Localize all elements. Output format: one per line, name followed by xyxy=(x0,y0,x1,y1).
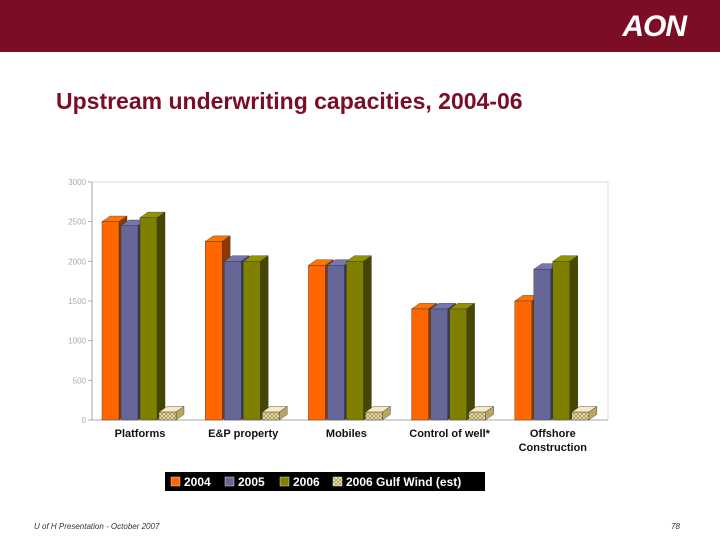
header-bar: AON xyxy=(0,0,720,52)
bar-2006 xyxy=(552,255,579,421)
slide-title: Upstream underwriting capacities, 2004-0… xyxy=(56,88,523,114)
bar-front-face xyxy=(552,261,570,421)
aon-logo: AON xyxy=(622,10,687,43)
bar-front-face xyxy=(101,221,120,421)
bar-front-face xyxy=(242,261,261,421)
legend-box xyxy=(165,472,485,491)
bar-front-face xyxy=(204,241,223,421)
category-label: Offshore xyxy=(530,428,576,440)
bar-front-face xyxy=(327,265,345,421)
category-label: Control of well* xyxy=(409,428,490,440)
bar-front-face xyxy=(411,308,429,421)
category-label: Construction xyxy=(519,442,588,454)
legend-swatch xyxy=(170,476,181,487)
bar-side-face xyxy=(363,255,372,421)
bar-front-face xyxy=(139,217,158,421)
bar-front-face xyxy=(308,265,326,421)
capacity-bar-chart: 0 500 1000 1500 2000 2500 3000 Platforms E&P pr… xyxy=(68,178,609,491)
bar-2006 xyxy=(448,302,476,421)
bar-front-face xyxy=(468,411,486,421)
legend-label: 2006 xyxy=(293,475,320,489)
bar-side-face xyxy=(466,302,475,421)
legend-swatch xyxy=(332,476,343,487)
bars xyxy=(101,211,598,421)
category-axis: Platforms E&P property Mobiles Control of w… xyxy=(115,428,588,454)
bar-2006 xyxy=(139,211,166,421)
bar-2006-gulf-wind-est- xyxy=(158,406,185,421)
bar-front-face xyxy=(571,411,589,421)
category-label: Platforms xyxy=(115,428,166,440)
value-axis: 0 500 1000 1500 2000 2500 3000 xyxy=(68,178,93,425)
y-tick-label: 1000 xyxy=(68,337,86,346)
legend-swatch xyxy=(279,476,290,487)
bar-front-face xyxy=(449,308,467,421)
bar-2006-gulf-wind-est- xyxy=(261,406,288,421)
bar-front-face xyxy=(533,269,551,421)
bar-side-face xyxy=(259,255,269,421)
category-label: E&P property xyxy=(208,428,279,440)
bar-front-face xyxy=(223,261,242,421)
legend-label: 2005 xyxy=(238,475,265,489)
y-tick-label: 1500 xyxy=(68,297,86,306)
bar-side-face xyxy=(156,211,166,421)
bar-front-face xyxy=(430,308,448,421)
bar-2006 xyxy=(345,255,373,421)
legend-swatch xyxy=(224,476,235,487)
y-tick-label: 0 xyxy=(82,416,87,425)
y-tick-label: 3000 xyxy=(68,178,86,187)
y-tick-label: 2500 xyxy=(68,218,86,227)
bar-front-face xyxy=(261,411,280,421)
bar-2006-gulf-wind-est- xyxy=(364,406,392,421)
footer-presentation-name: U of H Presentation - October 2007 xyxy=(34,522,160,531)
bar-2006-gulf-wind-est- xyxy=(467,406,495,421)
bar-front-face xyxy=(514,300,532,421)
y-tick-label: 500 xyxy=(73,376,87,385)
legend-label: 2004 xyxy=(184,475,211,489)
bar-2006-gulf-wind-est- xyxy=(571,406,598,421)
y-tick-label: 2000 xyxy=(68,257,86,266)
bar-side-face xyxy=(569,255,578,421)
bar-front-face xyxy=(346,261,364,421)
legend: 2004 2005 2006 2006 Gulf Wind (est) xyxy=(165,472,485,491)
legend-label: 2006 Gulf Wind (est) xyxy=(346,475,461,489)
bar-front-face xyxy=(120,225,139,421)
bar-front-face xyxy=(365,411,383,421)
bar-front-face xyxy=(158,411,177,421)
category-label: Mobiles xyxy=(326,428,367,440)
page-number: 78 xyxy=(671,522,680,531)
bar-2006 xyxy=(242,255,269,421)
